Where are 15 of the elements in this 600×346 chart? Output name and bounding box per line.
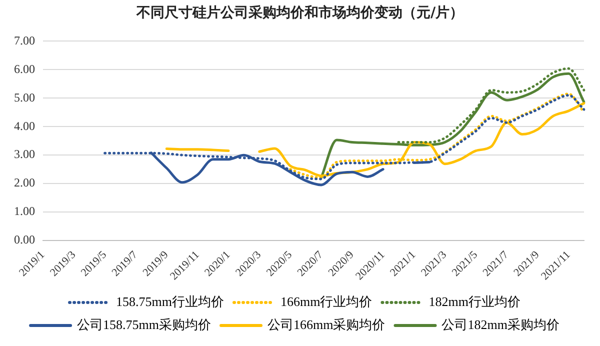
y-tick-label: 3.00: [14, 147, 35, 162]
y-tick-label: 6.00: [14, 62, 35, 76]
y-tick-label: 0.00: [14, 232, 35, 247]
chart-title: 不同尺寸硅片公司采购均价和市场均价变动（元/片）: [135, 4, 465, 22]
y-tick-label: 2.00: [14, 176, 35, 190]
legend-label: 公司182mm采购均价: [442, 316, 560, 332]
y-tick-label: 4.00: [14, 118, 35, 133]
y-tick-label: 5.00: [14, 90, 35, 104]
legend-label: 公司166mm采购均价: [268, 316, 386, 332]
y-tick-label: 1.00: [14, 204, 35, 218]
legend-label: 158.75mm行业均价: [116, 294, 224, 309]
legend-label: 公司158.75mm采购均价: [77, 316, 212, 332]
legend-label: 166mm行业均价: [280, 294, 372, 309]
legend-label: 182mm行业均价: [428, 294, 520, 309]
y-tick-label: 7.00: [14, 33, 35, 48]
